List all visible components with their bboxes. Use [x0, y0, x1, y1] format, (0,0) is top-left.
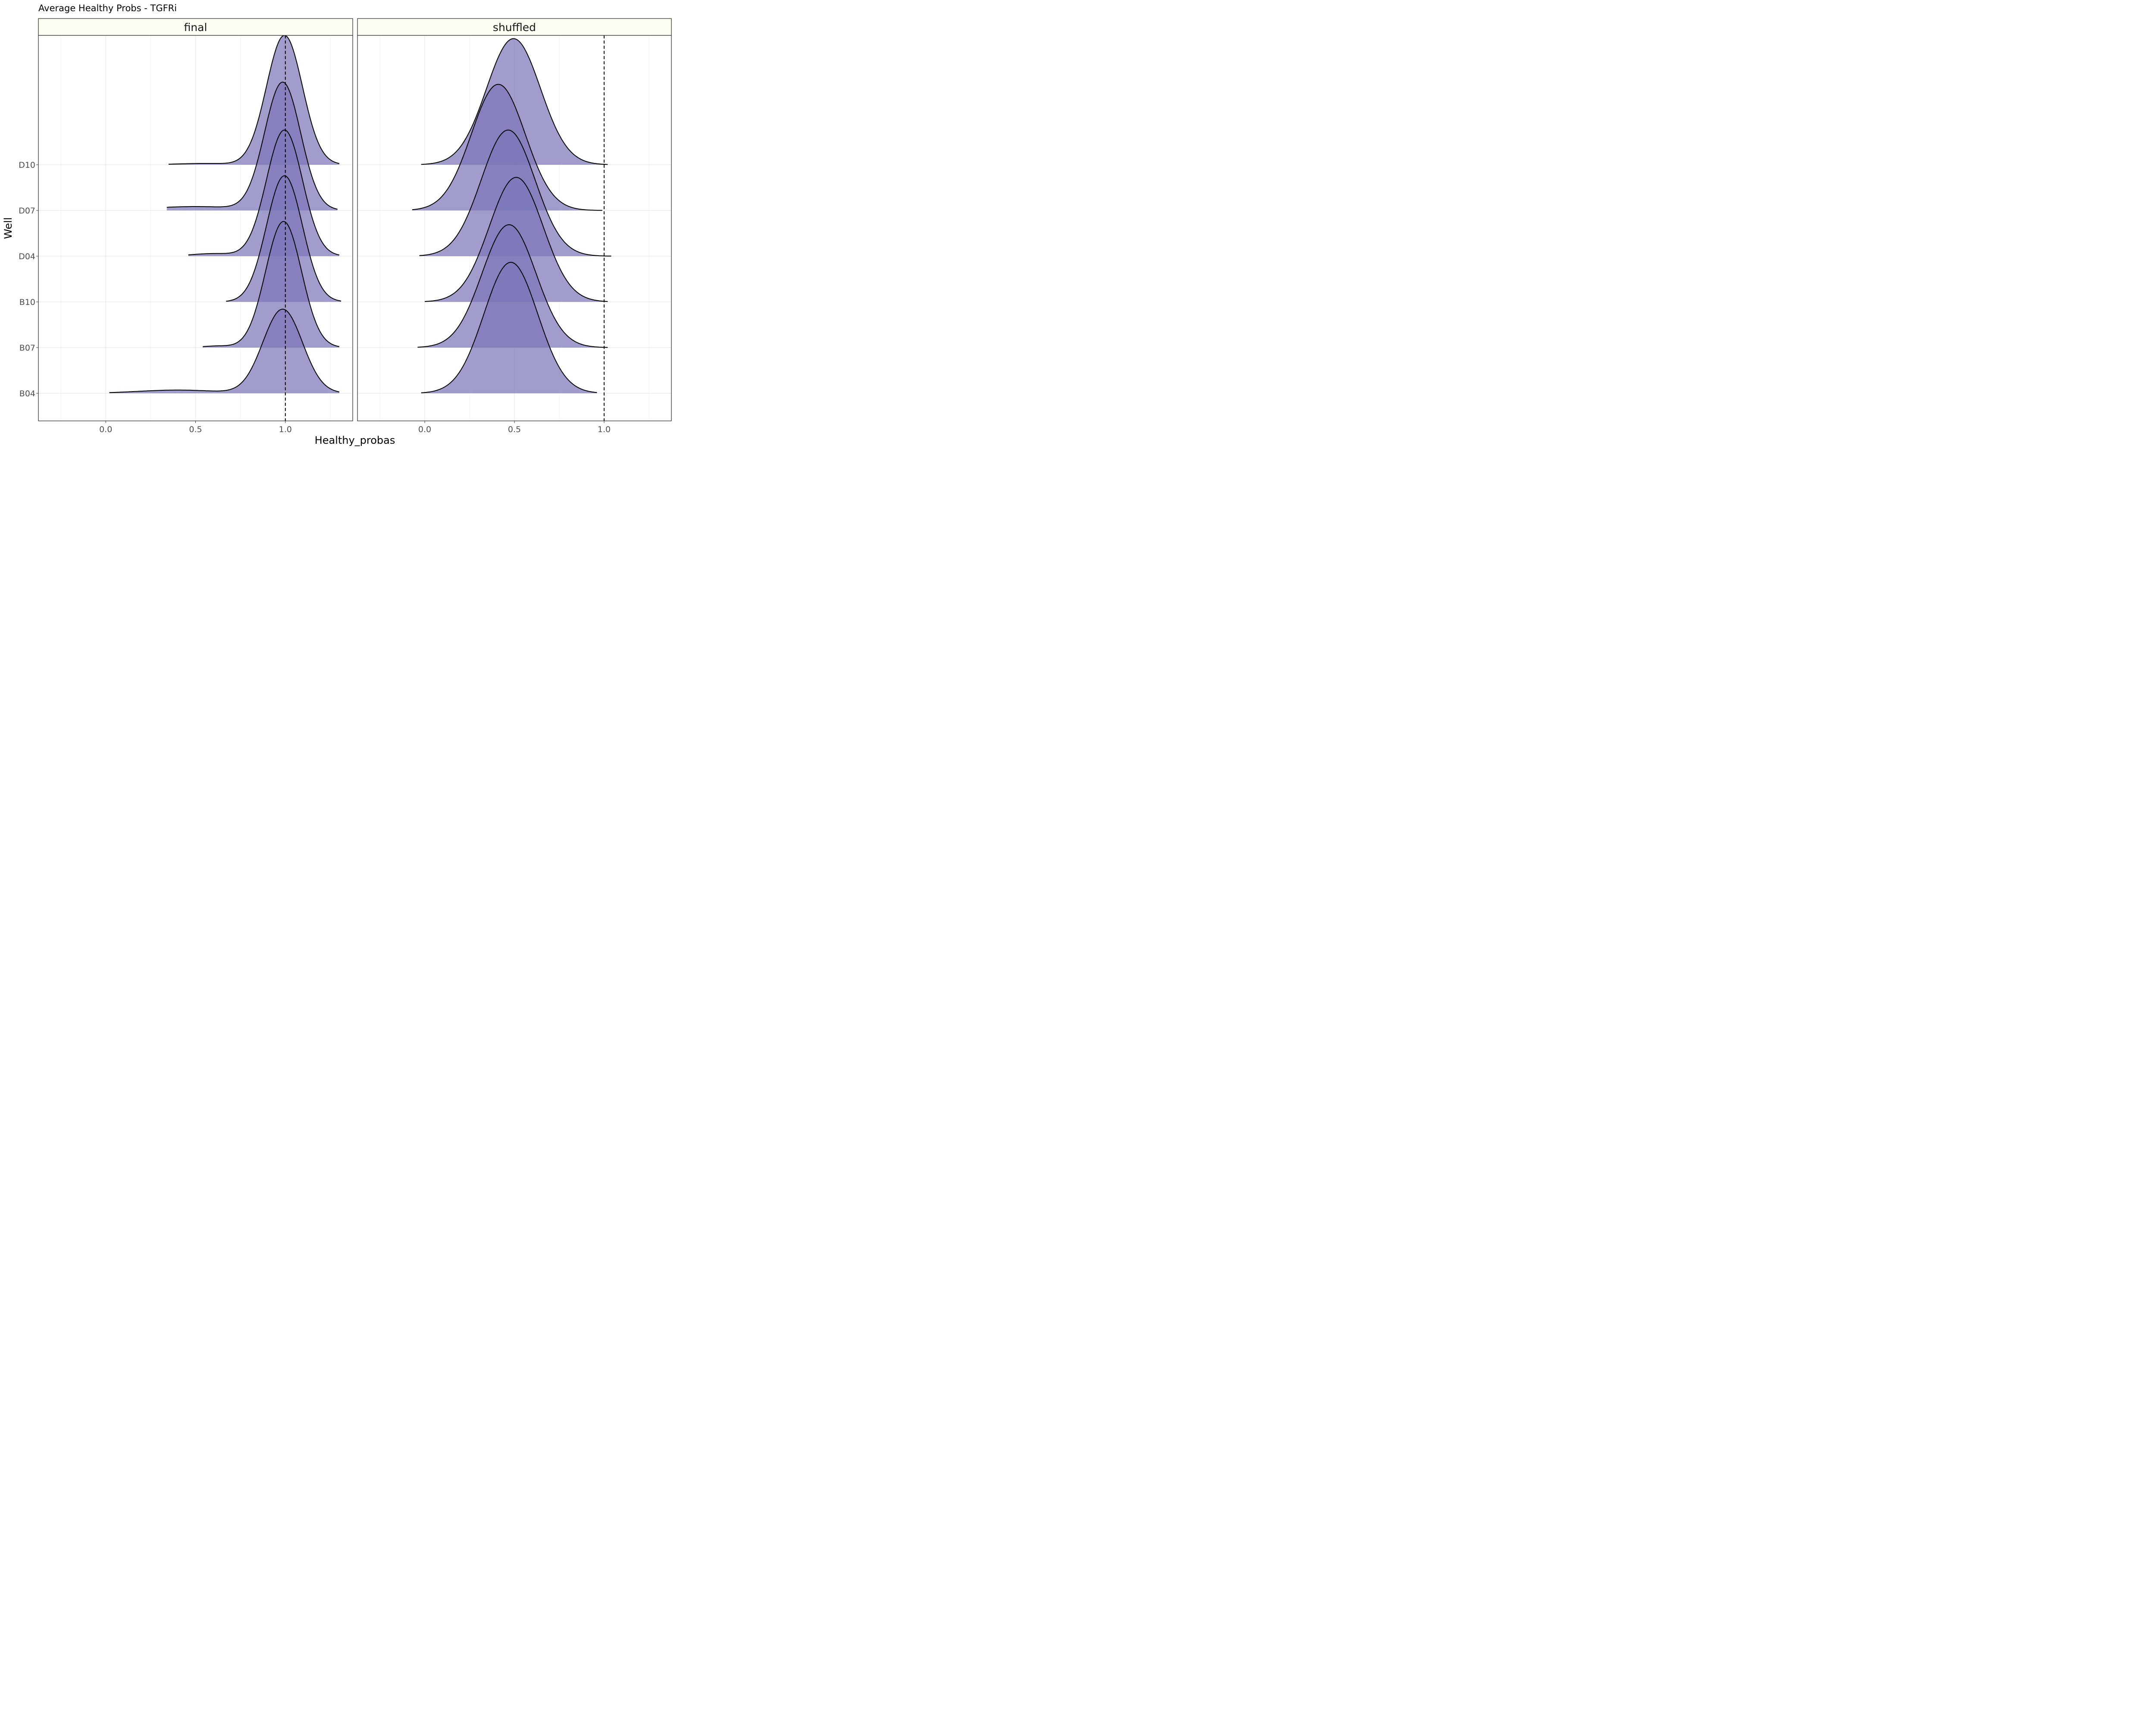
ridge-line-D07	[412, 84, 602, 211]
ridge-fill-D10	[421, 38, 608, 165]
ridge-line-D04	[419, 129, 611, 257]
y-tick-label: B04	[19, 389, 35, 398]
y-tick-label: D04	[19, 252, 35, 261]
y-tick-label: B07	[19, 343, 35, 353]
x-tick-label: 1.0	[598, 425, 611, 434]
y-tick-label: D07	[19, 206, 35, 216]
strip-label: final	[184, 21, 207, 34]
ridge-line-B04	[109, 308, 340, 393]
ridge-line-D04	[188, 129, 340, 256]
ridge-line-D10	[421, 38, 608, 165]
panels: final 0.0 0.5 1.0 shuffled 0.0 0.5 1.0	[38, 18, 672, 434]
panel-final: final 0.0 0.5 1.0	[38, 18, 353, 434]
x-axis-title: Healthy_probas	[315, 434, 395, 446]
y-tick-label: B10	[19, 298, 35, 307]
x-tick-label: 1.0	[279, 425, 292, 434]
y-tick-label: D10	[19, 160, 35, 170]
ridge-fill-B07	[203, 221, 339, 348]
strip-final	[38, 18, 353, 36]
ridge-fill-B04	[109, 309, 339, 393]
ridge-line-B10	[226, 175, 342, 302]
strip-shuffled	[357, 18, 672, 36]
x-tick-label: 0.5	[189, 425, 202, 434]
ridge-line-B07	[417, 224, 608, 348]
ridge-line-B04	[421, 262, 597, 393]
panel-shuffled: shuffled 0.0 0.5 1.0	[357, 18, 672, 434]
y-axis-title: Well	[2, 217, 14, 239]
chart-title: Average Healthy Probs - TGFRi	[38, 3, 177, 13]
ridge-line-B07	[203, 221, 339, 347]
x-tick-label: 0.0	[99, 425, 112, 434]
ridge-fill-B04	[421, 262, 597, 393]
x-tick-label: 0.5	[508, 425, 521, 434]
x-tick-label: 0.0	[418, 425, 431, 434]
ridge-line-D10	[168, 34, 339, 165]
strip-label: shuffled	[493, 21, 536, 34]
ridge-line-D07	[166, 82, 338, 210]
ridgeline-chart: Average Healthy Probs - TGFRi final 0.0 0.…	[2, 3, 672, 446]
ridge-line-B10	[424, 177, 608, 302]
